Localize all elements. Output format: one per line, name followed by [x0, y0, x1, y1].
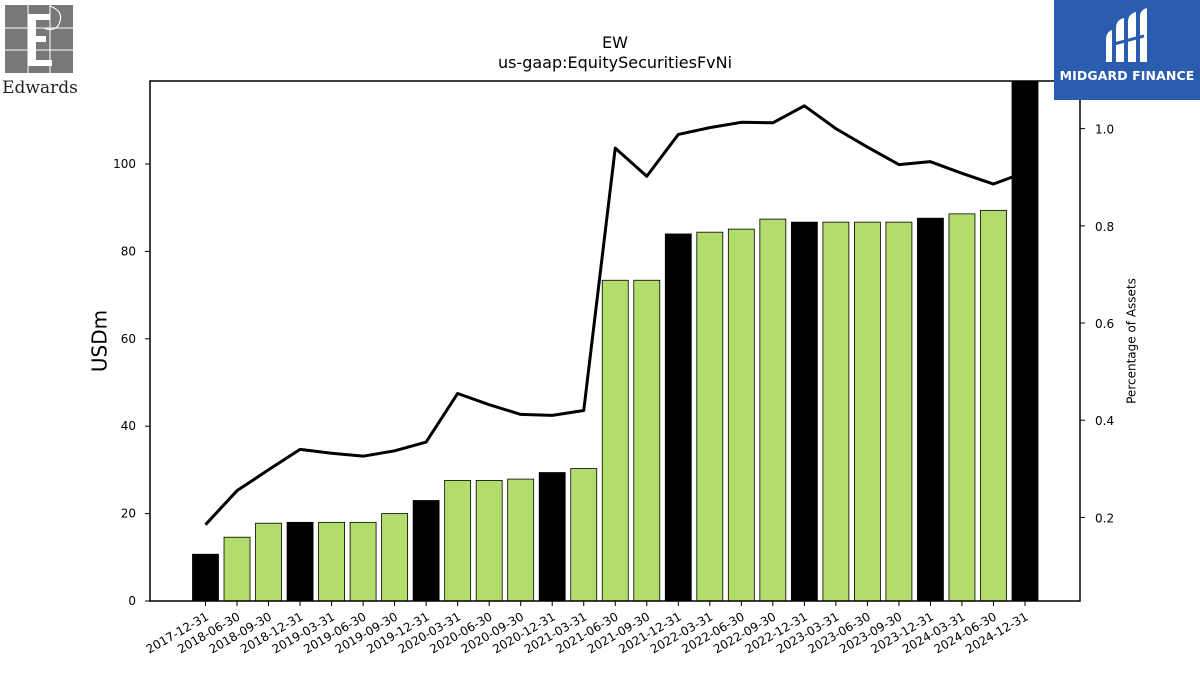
bar-2019-06-30	[349, 521, 377, 601]
bar-2020-09-30	[507, 478, 535, 601]
y-tick-label: 100	[113, 157, 136, 171]
x-axis: 2017-12-312018-06-302018-09-302018-12-31…	[144, 601, 1031, 656]
y-axis-right: 0.2 0.4 0.6 0.8 1.0	[1080, 123, 1114, 525]
y2-tick-label: 0.2	[1095, 511, 1114, 525]
y-tick-label: 0	[128, 594, 136, 608]
chart-title: EW	[602, 33, 628, 52]
bar-2022-12-31	[790, 221, 818, 601]
percentage-of-assets-line	[204, 104, 1026, 526]
bar-2020-12-31	[538, 472, 566, 601]
bar-2023-12-31	[917, 217, 944, 601]
y-tick-label: 20	[121, 507, 136, 521]
bar-2023-03-31	[822, 221, 850, 601]
line-series-layer	[204, 104, 1026, 526]
bar-2019-12-31	[412, 500, 440, 601]
bar-2021-12-31	[664, 233, 692, 601]
bar-2023-09-30	[885, 221, 913, 601]
bar-2018-09-30	[255, 522, 282, 601]
bar-2021-06-30	[601, 279, 629, 601]
y-axis-label: USDm	[88, 310, 112, 372]
bar-2020-03-31	[444, 479, 472, 601]
edwards-emblem-icon	[5, 5, 73, 73]
y2-axis-label: Percentage of Assets	[1125, 278, 1139, 404]
y-axis-left: 0 20 40 60 80 100	[113, 157, 150, 608]
midgard-emblem-icon	[1106, 8, 1147, 62]
bar-2024-06-30	[980, 209, 1007, 601]
bar-2018-12-31	[286, 521, 314, 601]
y2-tick-label: 0.4	[1095, 414, 1114, 428]
y-tick-label: 80	[121, 244, 136, 258]
y2-tick-label: 1.0	[1095, 123, 1114, 137]
chart-subtitle: us-gaap:EquitySecuritiesFvNi	[498, 53, 732, 72]
bar-series	[192, 81, 1039, 601]
bar-2018-06-30	[223, 536, 251, 601]
bar-2023-06-30	[854, 221, 881, 601]
y2-tick-label: 0.8	[1095, 220, 1114, 234]
y-tick-label: 40	[121, 419, 136, 433]
edwards-logo-text: Edwards	[2, 78, 78, 98]
bar-2019-09-30	[381, 513, 409, 601]
y2-tick-label: 0.6	[1095, 317, 1114, 331]
midgard-finance-logo: MIDGARD FINANCE	[1054, 0, 1200, 100]
bar-2021-03-31	[570, 468, 598, 601]
y-tick-label: 60	[121, 332, 136, 346]
bar-2022-09-30	[759, 218, 787, 601]
bar-2024-03-31	[948, 213, 976, 601]
bar-2019-03-31	[318, 521, 345, 601]
bar-2022-06-30	[727, 228, 755, 601]
bar-2022-03-31	[696, 231, 724, 601]
bar-2020-06-30	[475, 479, 503, 601]
bar-2021-09-30	[633, 279, 661, 601]
bar-2024-12-31	[1011, 81, 1039, 601]
edwards-logo: Edwards	[0, 0, 80, 100]
bar-2017-12-31	[192, 553, 219, 601]
midgard-logo-text: MIDGARD FINANCE	[1059, 68, 1195, 83]
